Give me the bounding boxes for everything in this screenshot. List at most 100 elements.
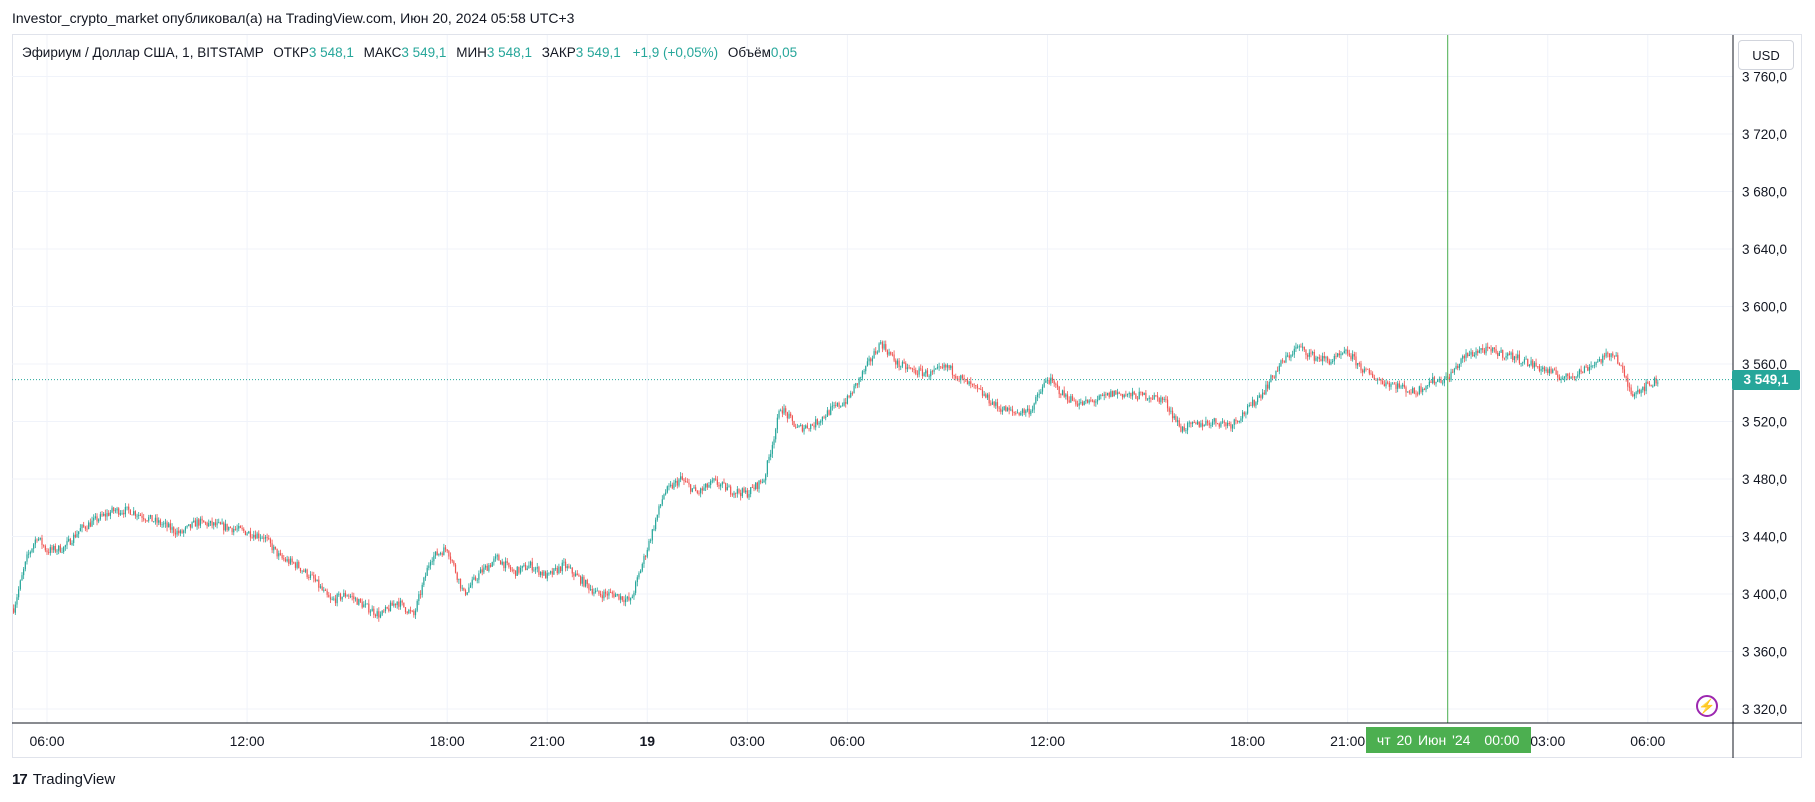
candle-body <box>730 486 732 495</box>
candle-body <box>1071 396 1074 401</box>
candle-body <box>119 513 121 515</box>
candle-body <box>1203 425 1205 427</box>
candle-body <box>533 569 535 571</box>
candle-body <box>648 541 650 551</box>
candle-body <box>1347 349 1349 354</box>
candle-body <box>745 490 747 493</box>
candle-body <box>184 527 187 531</box>
candle-body <box>1643 386 1646 392</box>
candle-body <box>866 361 869 366</box>
candle-body <box>268 538 270 539</box>
candle-body <box>551 571 553 575</box>
candle-body <box>620 596 622 600</box>
candle-body <box>196 519 198 527</box>
candle-body <box>1653 378 1656 386</box>
candle-body <box>586 580 588 585</box>
candle-body <box>384 607 387 611</box>
candle-body <box>351 596 353 598</box>
candle-body <box>948 365 950 369</box>
candle-body <box>1225 422 1227 426</box>
candle-body <box>588 584 590 590</box>
currency-button[interactable]: USD <box>1738 40 1794 70</box>
candle-body <box>851 392 854 394</box>
candle-body <box>393 603 395 606</box>
candle-body <box>603 591 605 599</box>
candle-body <box>233 529 235 533</box>
candle-body <box>574 573 577 577</box>
candle-body <box>1648 383 1651 385</box>
candle-body <box>304 569 307 572</box>
candle-body <box>381 610 383 615</box>
candle-body <box>1602 355 1604 363</box>
candle-body <box>685 481 687 482</box>
candle-body <box>1088 400 1090 403</box>
candle-body <box>931 371 934 373</box>
candle-body <box>1600 359 1602 363</box>
candle-body <box>680 476 682 480</box>
candle-body <box>171 527 173 530</box>
candle-body <box>640 570 642 574</box>
candle-body <box>358 599 360 605</box>
candle-body <box>625 598 627 603</box>
candle-body <box>910 367 912 369</box>
candle-body <box>913 369 915 370</box>
candle-body <box>1527 358 1529 366</box>
candle-body <box>1625 376 1627 378</box>
candle-body <box>865 365 867 372</box>
candle-body <box>1300 346 1302 348</box>
candle-body <box>698 492 700 494</box>
candle-body <box>1247 405 1249 414</box>
candle-body <box>369 611 372 613</box>
candle-body <box>1141 392 1144 395</box>
candle-body <box>1171 410 1174 419</box>
candle-body <box>1358 363 1360 364</box>
candle-body <box>945 364 947 368</box>
candle-body <box>1121 393 1124 398</box>
candle-body <box>373 608 375 615</box>
candle-body <box>1048 380 1050 384</box>
candle-body <box>48 552 50 554</box>
candle-body <box>1588 367 1591 371</box>
candle-body <box>529 561 532 566</box>
candle-body <box>1593 364 1596 366</box>
candle-body <box>318 579 320 588</box>
symbol-label[interactable]: Эфириум / Доллар США, 1, BITSTAMP <box>22 45 264 60</box>
candle-body <box>131 514 133 516</box>
candle-body <box>1450 371 1452 380</box>
candle-body <box>364 603 367 605</box>
candle-body <box>1513 356 1515 360</box>
candle-body <box>1138 391 1140 400</box>
candle-body <box>166 522 168 528</box>
candle-body <box>966 379 969 385</box>
candle-body <box>479 569 482 574</box>
candle-body <box>143 517 145 520</box>
candle-body <box>1031 409 1034 411</box>
candle-body <box>528 565 530 569</box>
candle-body <box>710 480 712 485</box>
candle-body <box>683 479 685 482</box>
candle-body <box>825 416 827 418</box>
candle-body <box>463 587 465 591</box>
lightning-icon[interactable]: ⚡ <box>1696 695 1718 717</box>
tradingview-logo[interactable]: 17 TradingView <box>12 771 115 788</box>
candle-body <box>1283 361 1285 363</box>
candle-body <box>1151 398 1154 400</box>
candle-body <box>681 476 683 480</box>
candle-body <box>641 564 643 571</box>
candle-body <box>1277 370 1279 372</box>
candle-body <box>319 586 322 588</box>
candle-body <box>1555 370 1557 375</box>
candle-body <box>1155 395 1157 396</box>
candle-body <box>1308 352 1310 357</box>
candle-body <box>416 601 418 611</box>
y-tick-label: 3 640,0 <box>1742 242 1787 257</box>
candle-body <box>174 532 176 535</box>
candle-body <box>433 555 435 562</box>
candle-body <box>366 603 368 605</box>
candle-body <box>1637 389 1639 393</box>
candle-body <box>1433 377 1435 384</box>
candle-body <box>1483 349 1485 354</box>
candle-body <box>1235 419 1237 422</box>
candle-body <box>921 369 924 376</box>
